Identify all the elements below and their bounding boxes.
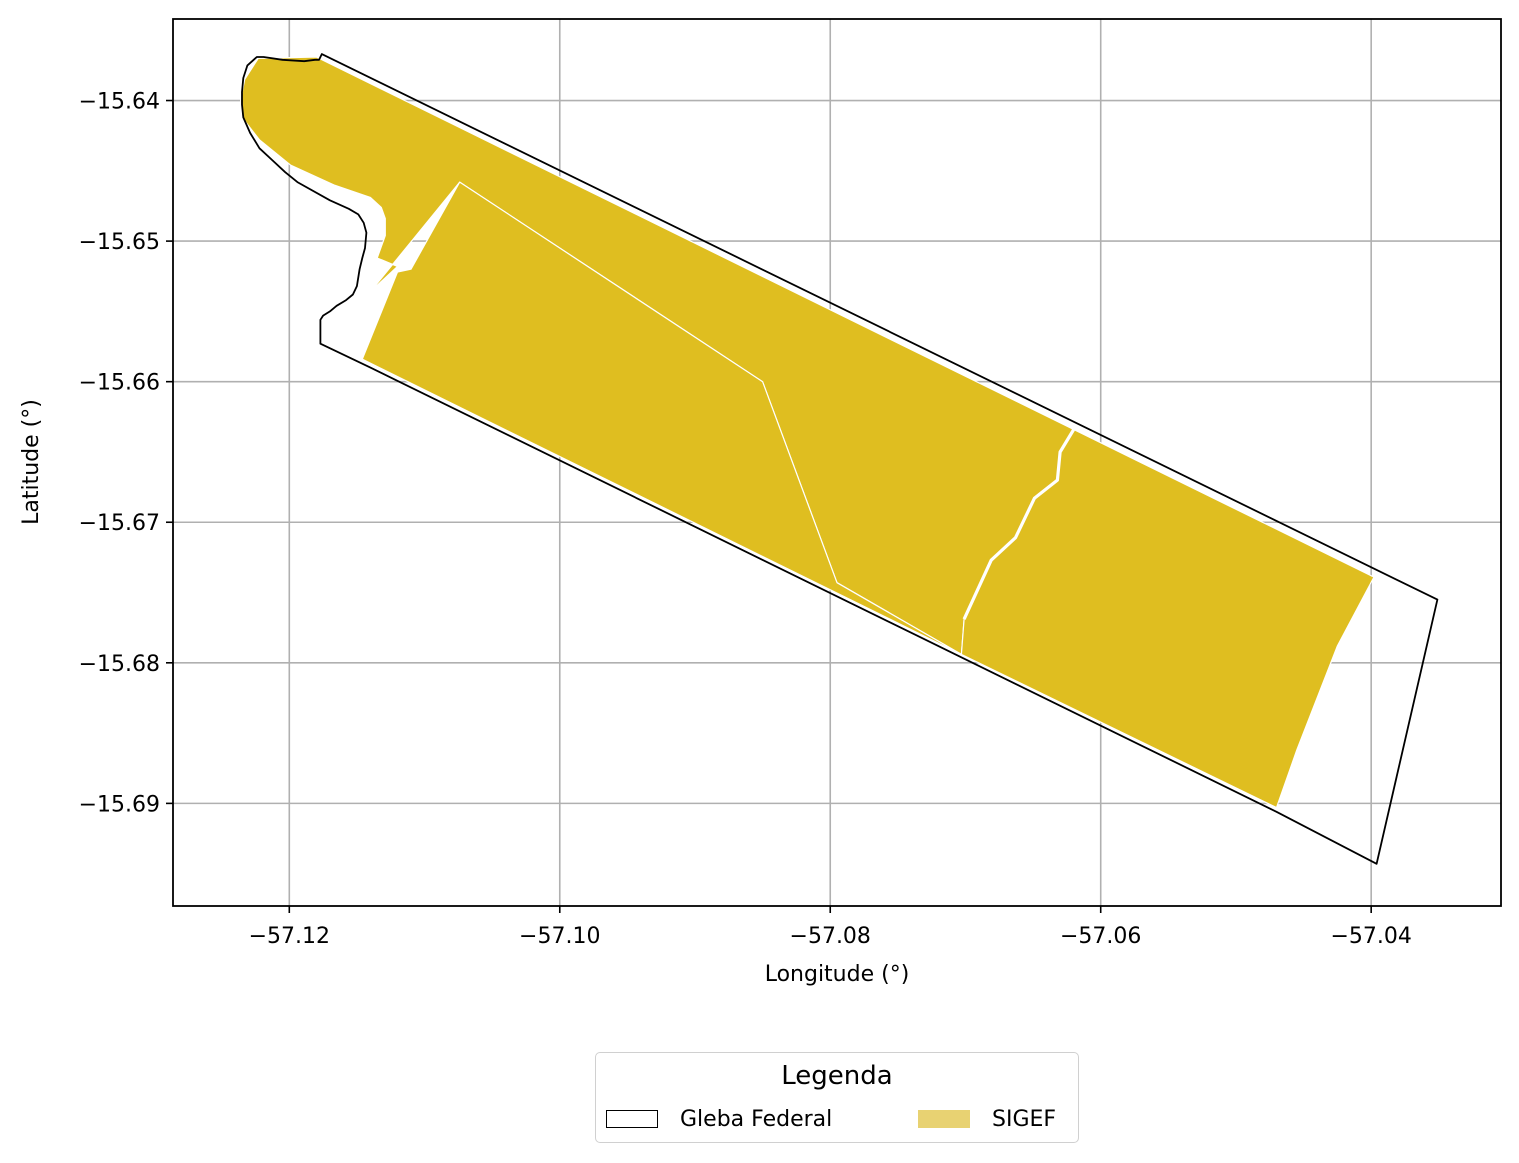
y-tick-label: −15.65 [79, 230, 160, 255]
x-tick-label: −57.12 [249, 924, 330, 949]
x-tick-label: −57.08 [790, 924, 871, 949]
legend-label-sigef: SIGEF [992, 1106, 1057, 1132]
axis-ticks: −57.12 −57.10 −57.08 −57.06 −57.04 −15.64 −15.… [79, 90, 1412, 949]
legend-item-gleba-federal: Gleba Federal [606, 1105, 832, 1133]
x-axis-label: Longitude (°) [765, 962, 910, 987]
legend-swatch-sigef [918, 1110, 970, 1128]
x-tick-label: −57.04 [1330, 924, 1411, 949]
y-axis-label: Latitude (°) [19, 399, 44, 525]
y-tick-label: −15.69 [79, 792, 160, 817]
plot-frame [172, 18, 1502, 907]
legend: Legenda Gleba Federal SIGEF [595, 1052, 1079, 1143]
legend-title: Legenda [781, 1061, 893, 1091]
sigef-parcel-divider [962, 428, 1076, 620]
sigef-layer [240, 56, 1375, 809]
y-tick-label: −15.67 [79, 511, 160, 536]
gleba-federal-boundary [241, 53, 1439, 865]
y-tick-label: −15.66 [79, 371, 160, 396]
legend-swatch-gleba-federal [606, 1110, 658, 1128]
legend-item-sigef: SIGEF [918, 1105, 1056, 1133]
y-tick-label: −15.68 [79, 652, 160, 677]
x-tick-label: −57.06 [1060, 924, 1141, 949]
gleba-federal-layer [241, 53, 1439, 865]
legend-label-gleba-federal: Gleba Federal [680, 1106, 833, 1132]
sigef-parcel-2 [361, 181, 963, 656]
y-tick-label: −15.64 [79, 90, 160, 115]
x-tick-label: −57.10 [519, 924, 600, 949]
